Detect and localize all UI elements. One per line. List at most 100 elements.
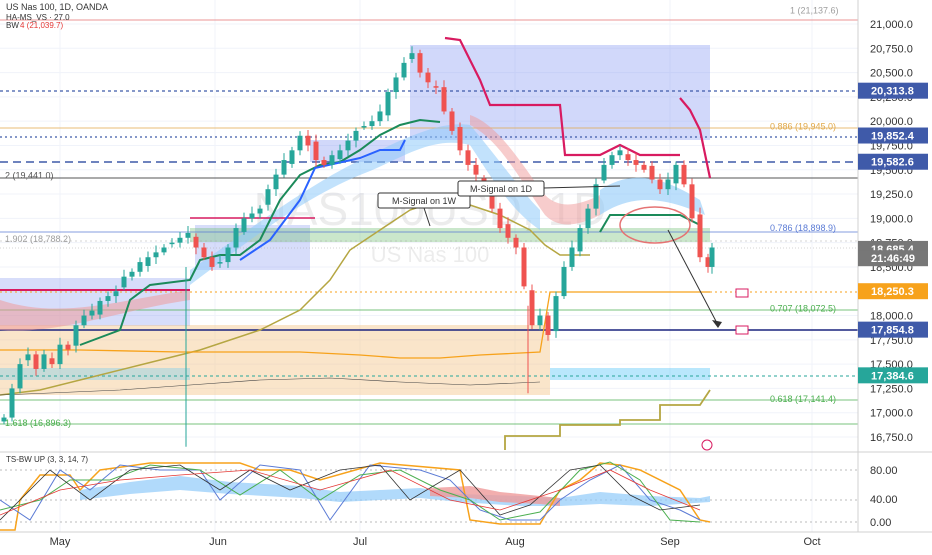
candle-body — [593, 184, 599, 209]
fib-label: 1.902 (18,788.2) — [5, 234, 71, 244]
candle-body — [449, 111, 455, 131]
price-tick-label: 19,250.0 — [870, 189, 913, 201]
candle-body — [41, 354, 47, 369]
candle-body — [329, 155, 335, 165]
candle-body — [25, 354, 31, 361]
price-tag-bg — [858, 127, 928, 144]
candle-body — [609, 155, 615, 165]
alert-flag-icon[interactable] — [735, 288, 749, 298]
candle-body — [641, 164, 647, 170]
time-tick-label: Jun — [209, 536, 227, 548]
price-tag-label: 17,854.8 — [871, 325, 914, 337]
candle-body — [201, 247, 207, 258]
candle-body — [689, 184, 695, 219]
price-tick-label: 20,750.0 — [870, 43, 913, 55]
price-tag: 20,313.8 — [858, 82, 928, 99]
candle-body — [377, 111, 383, 122]
candle-body — [33, 354, 39, 369]
candle-body — [569, 247, 575, 267]
cloud-red-may — [0, 290, 190, 331]
candle-body — [401, 62, 407, 78]
candle-body — [9, 388, 15, 418]
price-tick-label: 21,000.0 — [870, 19, 913, 31]
time-tick-label: Jul — [353, 536, 367, 548]
candle-body — [289, 150, 295, 164]
highlight-ellipse — [619, 206, 691, 244]
price-tag-label: 18,250.3 — [871, 286, 914, 298]
candle-body — [553, 296, 559, 332]
osc-black-line — [0, 464, 701, 521]
candle-body — [545, 315, 551, 335]
candle-body — [409, 53, 415, 59]
osc-tick-label: 0.00 — [870, 517, 891, 529]
price-tick-label: 17,250.0 — [870, 383, 913, 395]
orange-zone — [0, 325, 550, 395]
bw-value: 4 (21,039.7) — [20, 21, 63, 30]
candle-body — [393, 77, 399, 93]
candle-body — [121, 276, 127, 288]
alert-flag-icon[interactable] — [735, 325, 749, 335]
candle-body — [489, 189, 495, 209]
price-tick-label: 20,500.0 — [870, 68, 913, 80]
candle-body — [473, 164, 479, 175]
symbol-title: US Nas 100, 1D, OANDA — [6, 2, 108, 12]
event-marker-icon[interactable] — [701, 439, 713, 451]
candle-body — [417, 53, 423, 73]
callout-1d-text: M-Signal on 1D — [470, 184, 533, 194]
price-tag-bg — [858, 367, 928, 384]
level-lines — [0, 19, 858, 425]
fib-label: 0.618 (17,141.4) — [770, 394, 836, 404]
callout-1d — [457, 180, 545, 197]
candle-body — [633, 160, 639, 165]
candle-body — [185, 232, 191, 238]
trail-green-line — [79, 118, 441, 346]
price-tag-bg — [858, 153, 928, 170]
candle-body — [441, 87, 447, 112]
candle-body — [457, 127, 463, 151]
legend: US Nas 100, 1D, OANDA HA-MS_VS · 27.0 BW… — [6, 2, 108, 30]
trail-olive-bottom — [504, 389, 711, 450]
candle-body — [529, 290, 535, 326]
candle-body — [1, 417, 7, 422]
candle-body — [537, 315, 543, 326]
price-tick-label: 16,750.0 — [870, 432, 913, 444]
price-tag-bg — [858, 250, 928, 267]
indicator-lines — [0, 36, 712, 450]
candle-body — [153, 252, 159, 258]
fib-label: 0.886 (19,945.0) — [770, 122, 836, 132]
candle-body — [89, 310, 95, 316]
candle-body — [129, 271, 135, 277]
cyan-zone-left — [0, 368, 190, 380]
fib-label: 0.786 (18,898.9) — [770, 223, 836, 233]
candle-body — [137, 262, 143, 272]
candle-body — [97, 300, 103, 315]
tenkan-line-red — [444, 36, 680, 157]
price-tag-label: 19,852.4 — [871, 131, 915, 143]
watermark-name: US Nas 100 — [371, 242, 490, 267]
time-axis[interactable]: May Jun Jul Aug Sep Oct — [50, 536, 821, 548]
trail-blue-line — [239, 139, 406, 261]
candle-body — [465, 150, 471, 165]
candle-body — [585, 208, 591, 229]
price-tag-label: 21:46:49 — [871, 253, 915, 265]
candle-body — [709, 247, 715, 267]
candle-body — [313, 141, 319, 161]
candle-body — [617, 150, 623, 156]
fib-label: 1 (21,137.6) — [790, 6, 839, 16]
candle-body — [513, 237, 519, 248]
price-tag-label: 19,582.6 — [871, 157, 914, 169]
fib-labels: 1 (21,137.6) 0.886 (19,945.0) 2 (19,441.0)… — [5, 6, 839, 428]
indicator-title: HA-MS_VS · 27.0 — [6, 13, 70, 22]
osc-red-line — [0, 469, 701, 516]
price-tick-label: 19,000.0 — [870, 213, 913, 225]
candle-body — [681, 164, 687, 185]
price-tag: 17,384.6 — [858, 367, 928, 384]
candle-body — [601, 164, 607, 181]
candle-body — [57, 344, 63, 365]
candle-body — [505, 224, 511, 238]
candle-body — [345, 140, 351, 151]
candle-body — [385, 92, 391, 116]
candle-body — [521, 247, 527, 287]
